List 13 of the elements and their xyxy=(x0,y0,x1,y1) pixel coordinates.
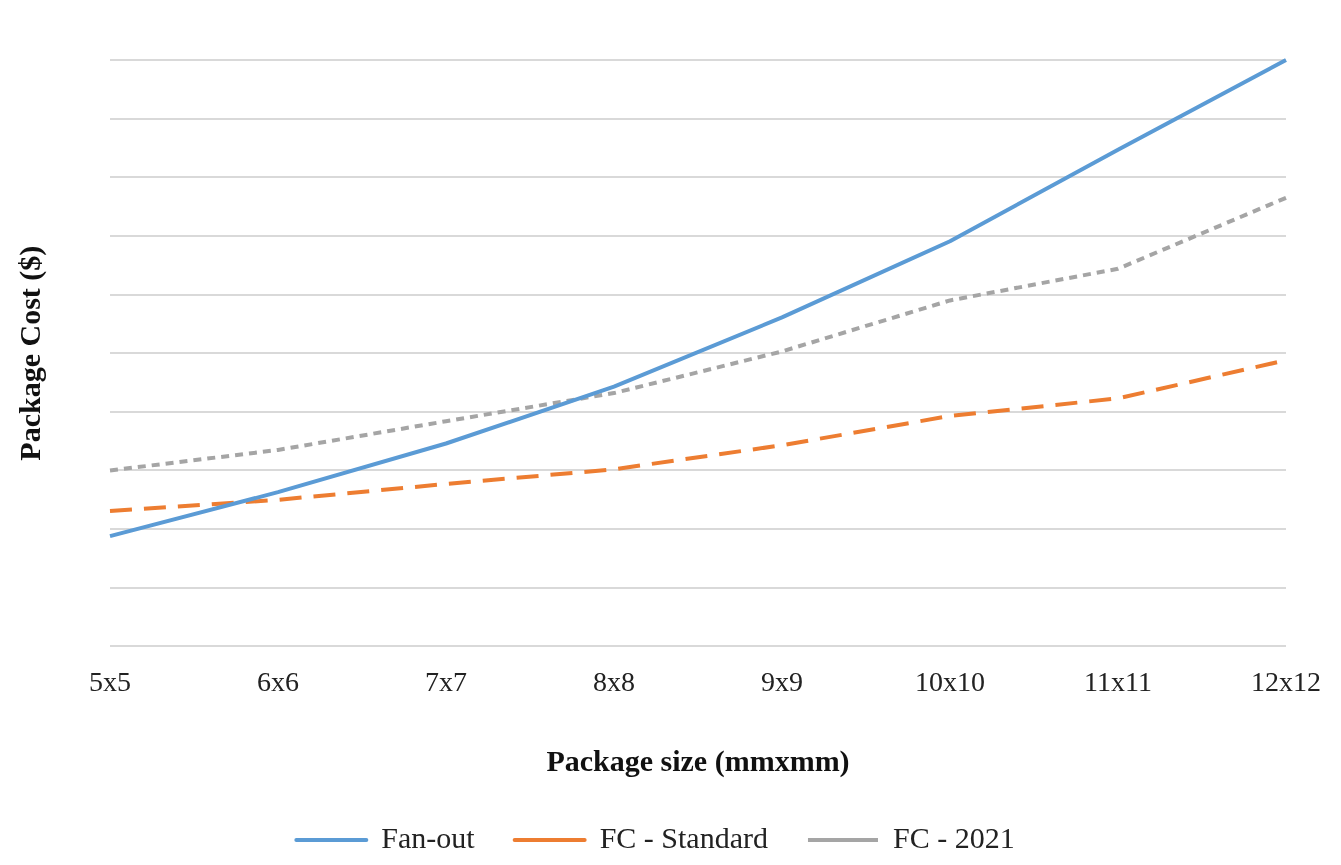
x-tick-label: 9x9 xyxy=(761,665,803,697)
x-tick-label: 12x12 xyxy=(1251,665,1321,697)
legend-label: FC - 2021 xyxy=(892,820,1015,854)
x-tick-label: 5x5 xyxy=(89,665,131,697)
x-tick-label: 8x8 xyxy=(593,665,635,697)
x-tick-label: 7x7 xyxy=(425,665,467,697)
x-tick-label: 6x6 xyxy=(257,665,299,697)
x-axis-title: Package size (mmxmm) xyxy=(546,743,850,778)
legend-label: FC - Standard xyxy=(599,820,768,854)
x-tick-label: 10x10 xyxy=(915,665,985,697)
y-axis-title: Package Cost ($) xyxy=(12,245,47,461)
legend-label: Fan-out xyxy=(381,820,476,854)
x-tick-label: 11x11 xyxy=(1084,665,1152,697)
